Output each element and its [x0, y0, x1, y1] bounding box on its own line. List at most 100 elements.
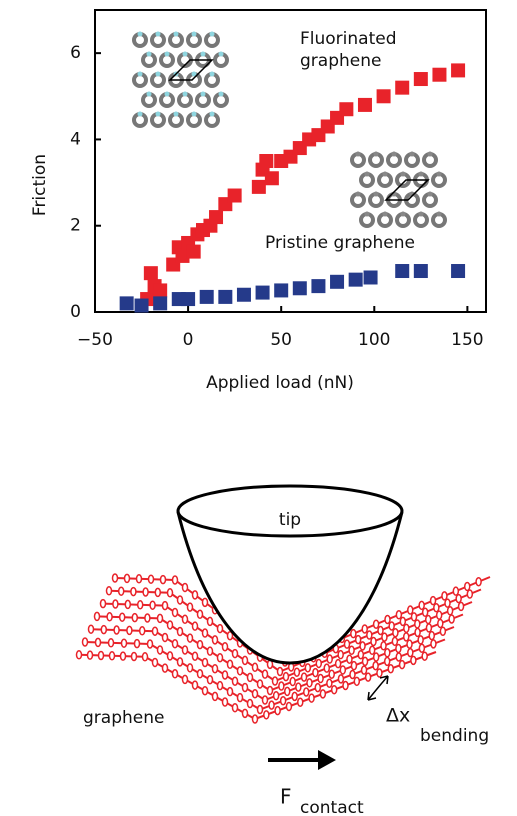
atom-bead [221, 697, 229, 707]
atom-bead [407, 647, 414, 658]
point [255, 285, 270, 300]
atom-bead [348, 645, 355, 656]
atom-bead [171, 669, 179, 679]
atom [209, 111, 215, 117]
atom-bead [176, 626, 184, 637]
x-axis-label: Applied load (nN) [206, 373, 354, 393]
atom [182, 51, 188, 57]
atom-bead [428, 630, 436, 641]
atom-bead [372, 652, 380, 662]
atom [173, 31, 179, 37]
atom-bead [256, 679, 264, 689]
atom-bead [201, 685, 209, 696]
atom-bead [314, 682, 322, 693]
atom-bead [226, 630, 234, 641]
atom-bead [417, 635, 424, 645]
atom-bead [407, 605, 414, 615]
atom [191, 31, 197, 37]
atom [400, 171, 406, 177]
atom-bead [216, 623, 224, 634]
atom-bead [191, 680, 199, 690]
atom-bead [452, 586, 460, 596]
atom-bead [402, 632, 410, 642]
atom-bead [330, 684, 338, 695]
atom-bead [236, 666, 244, 676]
point [348, 272, 363, 287]
atom [209, 71, 215, 77]
sheet-label: graphene [83, 708, 164, 728]
point [186, 244, 201, 259]
atom-bead [410, 612, 418, 622]
atom-bead [251, 714, 259, 724]
atom-bead [117, 586, 125, 596]
atom-bead [206, 646, 214, 656]
atom-bead [414, 619, 421, 629]
atom [218, 51, 224, 57]
atom-bead [236, 692, 244, 703]
bending-arrow [367, 675, 389, 701]
atom-bead [130, 586, 137, 597]
atom-bead [350, 660, 358, 671]
atom-bead [94, 637, 102, 648]
atom [382, 171, 388, 177]
atom-bead [343, 639, 351, 649]
atom-bead [126, 625, 133, 636]
atom-bead [138, 626, 146, 636]
atom-bead [354, 634, 362, 645]
atom-bead [221, 641, 229, 652]
atom-bead [136, 600, 144, 610]
atom-bead [123, 573, 131, 584]
atom-bead [261, 669, 269, 679]
atom-bead [191, 621, 199, 631]
atom-bead [196, 669, 204, 679]
atom-bead [221, 670, 229, 680]
atom-bead [349, 669, 356, 680]
atom-bead [466, 589, 474, 599]
atom-bead [319, 689, 327, 699]
atom-bead [372, 661, 379, 671]
atom-bead [418, 643, 426, 653]
atom-bead [295, 682, 302, 692]
sheet-line [90, 626, 455, 702]
atom-bead [326, 678, 333, 688]
atom [137, 111, 143, 117]
point [153, 283, 168, 298]
atom [364, 211, 370, 217]
atom-bead [124, 599, 132, 610]
atom [200, 91, 206, 97]
atom-bead [361, 624, 368, 634]
atom [164, 91, 170, 97]
atom-bead [201, 597, 209, 608]
point [432, 67, 447, 82]
atom-bead [216, 680, 224, 691]
atom-bead [171, 638, 179, 649]
atom [155, 111, 161, 117]
point [175, 248, 190, 263]
atom-bead [141, 652, 149, 662]
atom-bead [391, 636, 399, 647]
force-subscript: contact [300, 798, 364, 816]
atom-bead [444, 598, 451, 608]
atom [355, 151, 361, 157]
displacement-subscript: bending [420, 726, 489, 746]
atom-bead [171, 607, 179, 618]
atom [427, 151, 433, 157]
atom [436, 171, 442, 177]
atom-bead [339, 665, 347, 675]
atom-bead [112, 599, 119, 609]
atom-bead [350, 628, 357, 639]
atom-bead [87, 624, 95, 634]
series-label: Fluorinated graphene [300, 29, 397, 71]
atom [400, 211, 406, 217]
point [134, 298, 149, 313]
atom-bead [306, 678, 313, 688]
point [451, 264, 466, 279]
atom-bead [430, 639, 437, 649]
x-tick-label: −50 [77, 330, 113, 350]
y-tick-label: 6 [70, 43, 81, 63]
atom-bead [166, 620, 174, 630]
atom-bead [106, 612, 113, 622]
point [119, 296, 134, 311]
x-tick-label: 0 [183, 330, 194, 350]
atom-bead [268, 700, 275, 710]
